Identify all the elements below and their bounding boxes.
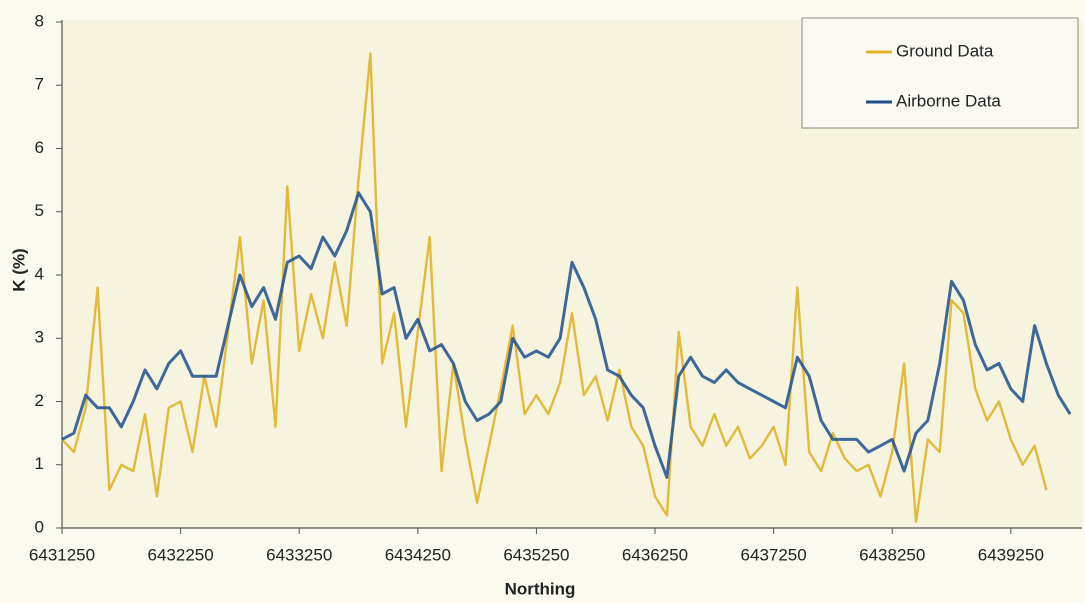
y-tick-label: 1 xyxy=(35,454,44,473)
x-tick-label: 6437250 xyxy=(741,545,807,564)
x-tick-label: 6431250 xyxy=(29,545,95,564)
y-tick-label: 0 xyxy=(35,517,44,536)
y-tick-label: 4 xyxy=(35,264,44,283)
x-tick-label: 6435250 xyxy=(503,545,569,564)
y-tick-label: 6 xyxy=(35,138,44,157)
y-tick-label: 3 xyxy=(35,328,44,347)
legend-label: Ground Data xyxy=(896,41,994,60)
y-tick-label: 8 xyxy=(35,11,44,30)
legend xyxy=(801,17,1079,129)
data-line xyxy=(61,52,1048,523)
x-tick-label: 6438250 xyxy=(859,545,925,564)
y-tick-label: 2 xyxy=(35,391,44,410)
y-tick-label: 5 xyxy=(35,201,44,220)
x-tick-label: 6434250 xyxy=(385,545,451,564)
data-line xyxy=(61,191,1072,479)
x-tick-label: 6439250 xyxy=(978,545,1044,564)
x-axis-title: Northing xyxy=(505,579,576,598)
x-tick-label: 6436250 xyxy=(622,545,688,564)
y-axis-title: K (%) xyxy=(9,248,28,291)
x-tick-label: 6433250 xyxy=(266,545,332,564)
y-tick-label: 7 xyxy=(35,75,44,94)
x-tick-label: 6432250 xyxy=(148,545,214,564)
legend-label: Airborne Data xyxy=(896,91,1001,110)
